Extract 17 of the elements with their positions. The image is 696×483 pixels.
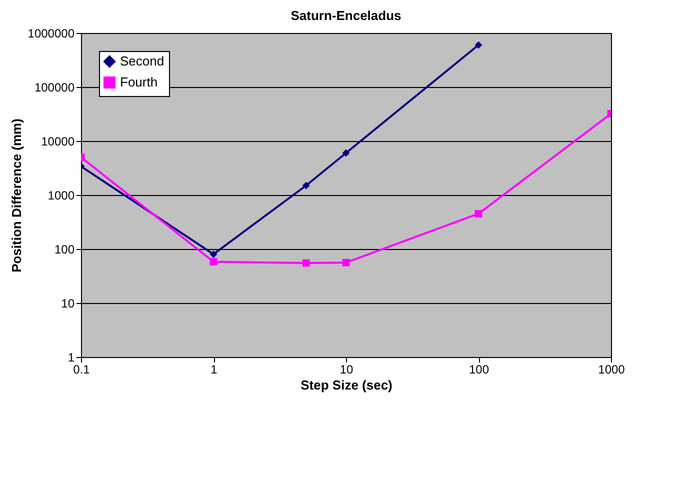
- x-tick-label: 100: [468, 362, 490, 376]
- x-tick-label: 0.1: [73, 362, 90, 376]
- y-tick-label: 100000: [34, 80, 75, 94]
- x-tick-label: 1000: [598, 362, 626, 376]
- chart-title: Saturn-Enceladus: [290, 8, 402, 23]
- y-tick-label: 10000: [41, 134, 75, 148]
- x-axis-title: Step Size (sec): [300, 378, 392, 392]
- y-tick-label: 1: [68, 350, 75, 364]
- x-tick-label: 10: [340, 362, 354, 376]
- legend-label: Fourth: [120, 74, 158, 90]
- y-tick-label: 100: [54, 242, 75, 256]
- y-tick-label: 1000: [48, 188, 75, 202]
- x-tick-label: 1: [210, 362, 218, 376]
- y-tick-label: 10: [61, 296, 75, 310]
- y-tick-label: 1000000: [28, 26, 75, 40]
- y-axis-title: Position Difference (mm): [8, 118, 24, 272]
- legend-label: Second: [120, 54, 164, 68]
